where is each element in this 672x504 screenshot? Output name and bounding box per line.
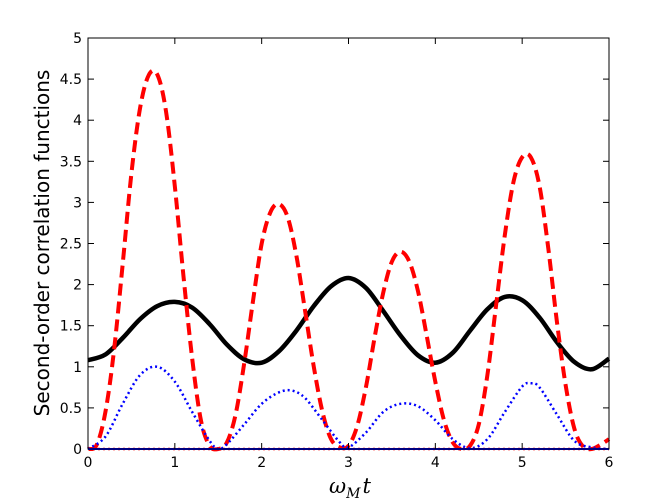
x-tick-label: 2 (257, 455, 266, 471)
x-tick-label: 6 (605, 455, 614, 471)
x-tick-label: 1 (170, 455, 179, 471)
plot-background (88, 38, 609, 449)
y-tick-label: 0.5 (60, 401, 82, 417)
series-line-2 (87, 68, 611, 452)
x-tick-label: 3 (344, 455, 353, 471)
y-tick-label: 1 (73, 360, 82, 376)
y-tick-label: 1.5 (60, 319, 82, 335)
x-tick-label: 5 (518, 455, 527, 471)
y-tick-label: 4.5 (60, 72, 82, 88)
tick-layer: 0 1 2 3 4 5 6 0 0.5 1 1.5 2 2.5 3 3.5 4 4.5 5 (60, 31, 614, 471)
y-tick-label: 2.5 (60, 237, 82, 253)
y-tick-label: 3.5 (60, 154, 82, 170)
y-tick-label: 2 (73, 278, 82, 294)
y-tick-label: 4 (73, 113, 82, 129)
x-tick-label: 0 (84, 455, 93, 471)
y-tick-label: 0 (73, 442, 82, 458)
y-tick-label: 3 (73, 195, 82, 211)
x-tick-label: 4 (431, 455, 440, 471)
x-axis-label: ωMt (329, 474, 371, 502)
y-tick-label: 5 (73, 31, 82, 47)
series-line-3 (87, 365, 610, 451)
y-axis-label: Second-order correlation functions (30, 70, 54, 417)
series-line-1 (87, 275, 611, 372)
